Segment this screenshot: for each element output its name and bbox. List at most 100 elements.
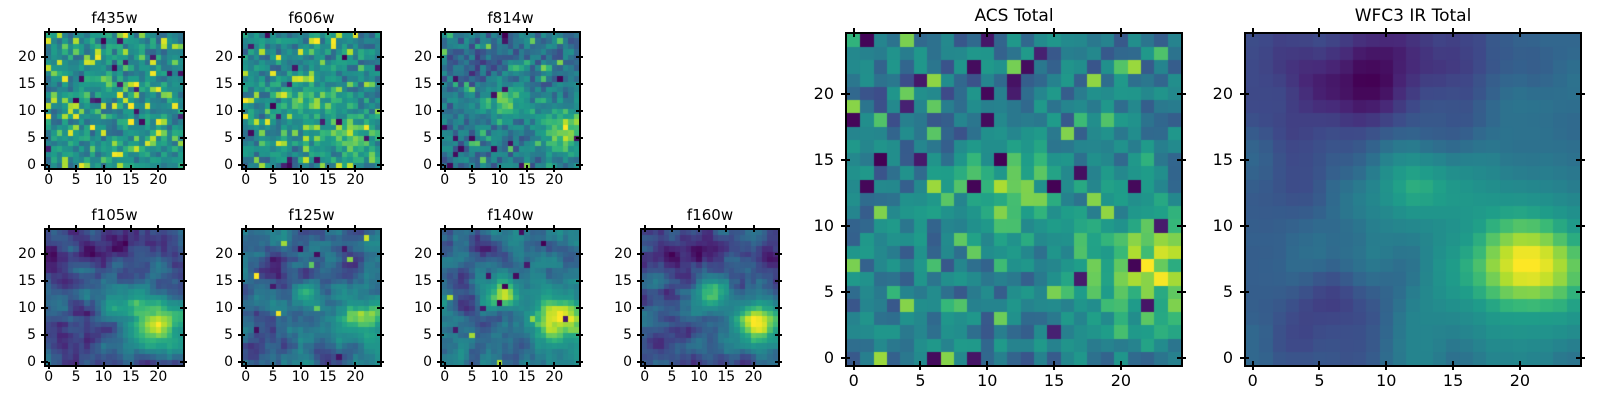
x-tick-mark — [129, 361, 132, 369]
x-tick-mark — [553, 164, 556, 172]
x-tick-mark — [244, 164, 247, 172]
x-tick-label: 20 — [1509, 371, 1531, 390]
y-tick-mark — [1176, 158, 1186, 161]
y-tick-label: 20 — [18, 246, 36, 263]
y-tick-label: 15 — [215, 76, 233, 93]
x-tick-mark — [299, 164, 302, 172]
x-tick-label: 15 — [122, 369, 140, 385]
y-tick-mark — [237, 83, 245, 86]
y-tick-mark — [376, 137, 384, 140]
x-tick-mark — [752, 224, 755, 232]
heatmap-panel-wfc3-ir-total: WFC3 IR Total 0 5 10 15 20 0 5 10 15 20 — [1213, 7, 1585, 390]
x-tick-mark — [525, 27, 528, 35]
y-tick-label: 15 — [614, 273, 632, 290]
y-tick-mark — [1176, 224, 1186, 227]
y-tick-mark — [1176, 92, 1186, 95]
x-tick-mark — [129, 224, 132, 232]
x-tick-mark — [471, 27, 474, 35]
x-tick-mark — [1119, 27, 1122, 37]
x-tick-mark — [670, 224, 673, 232]
y-tick-mark — [1239, 224, 1249, 227]
x-tick-mark — [354, 224, 357, 232]
x-tick-mark — [157, 27, 160, 35]
x-tick-mark — [670, 361, 673, 369]
y-tick-mark — [840, 357, 850, 360]
x-tick-mark — [1385, 360, 1388, 370]
x-tick-label: 10 — [690, 369, 709, 385]
y-tick-mark — [376, 361, 384, 364]
panel-title: f435w — [91, 9, 138, 27]
y-tick-label: 0 — [823, 348, 834, 368]
y-tick-mark — [436, 164, 444, 167]
x-tick-mark — [272, 224, 275, 232]
x-tick-label: 0 — [440, 369, 450, 385]
x-tick-mark — [129, 27, 132, 35]
x-tick-mark — [102, 27, 105, 35]
x-tick-label: 20 — [149, 172, 168, 188]
y-tick-mark — [1239, 357, 1249, 360]
x-tick-mark — [1318, 360, 1321, 370]
x-tick-label: 20 — [346, 172, 365, 188]
y-tick-mark — [1575, 92, 1585, 95]
y-tick-label: 10 — [414, 300, 432, 317]
y-tick-mark — [436, 137, 444, 140]
y-tick-mark — [40, 56, 48, 59]
y-tick-mark — [636, 361, 644, 364]
x-tick-mark — [471, 164, 474, 172]
x-tick-mark — [272, 164, 275, 172]
x-tick-mark — [919, 27, 922, 37]
x-tick-mark — [725, 224, 728, 232]
x-tick-label: 15 — [122, 172, 140, 188]
y-tick-label: 15 — [813, 149, 834, 169]
y-tick-mark — [237, 361, 245, 364]
y-tick-mark — [179, 307, 187, 310]
y-tick-mark — [376, 164, 384, 167]
x-tick-mark — [1251, 360, 1254, 370]
x-tick-label: 15 — [1043, 371, 1065, 390]
y-tick-mark — [40, 110, 48, 113]
y-tick-label: 20 — [215, 246, 233, 263]
heatmap-canvas-f160w — [642, 230, 778, 365]
x-tick-label: 5 — [268, 172, 278, 188]
x-tick-mark — [354, 164, 357, 172]
x-tick-mark — [157, 164, 160, 172]
y-tick-mark — [179, 280, 187, 283]
heatmap-canvas-f814w — [442, 33, 579, 168]
y-tick-label: 0 — [423, 157, 432, 174]
y-tick-mark — [436, 334, 444, 337]
x-tick-mark — [299, 224, 302, 232]
y-tick-mark — [179, 361, 187, 364]
x-tick-label: 0 — [241, 172, 251, 188]
y-tick-mark — [636, 334, 644, 337]
x-tick-label: 10 — [977, 371, 998, 390]
x-tick-mark — [1053, 27, 1056, 37]
x-tick-label: 0 — [440, 172, 450, 188]
y-tick-label: 15 — [1212, 149, 1233, 169]
x-tick-mark — [443, 27, 446, 35]
y-tick-mark — [774, 361, 782, 364]
x-tick-mark — [852, 360, 855, 370]
y-tick-label: 5 — [27, 130, 36, 147]
x-tick-mark — [102, 224, 105, 232]
y-tick-mark — [840, 158, 850, 161]
y-tick-label: 0 — [224, 354, 233, 371]
x-tick-mark — [47, 164, 50, 172]
y-tick-mark — [774, 280, 782, 283]
x-tick-mark — [326, 224, 329, 232]
x-tick-label: 20 — [545, 369, 564, 385]
y-tick-label: 15 — [215, 273, 233, 290]
x-tick-mark — [326, 27, 329, 35]
x-tick-mark — [752, 361, 755, 369]
y-tick-mark — [237, 56, 245, 59]
x-tick-label: 10 — [1376, 371, 1397, 390]
y-tick-mark — [575, 164, 583, 167]
x-tick-label: 5 — [71, 369, 81, 385]
x-tick-mark — [326, 164, 329, 172]
x-tick-mark — [525, 164, 528, 172]
y-tick-mark — [436, 110, 444, 113]
x-tick-mark — [75, 164, 78, 172]
x-tick-mark — [525, 361, 528, 369]
x-tick-mark — [47, 224, 50, 232]
x-tick-label: 0 — [241, 369, 251, 385]
